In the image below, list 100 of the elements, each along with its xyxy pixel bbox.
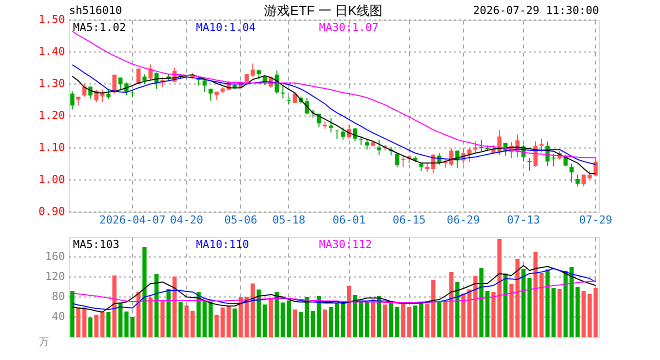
text: MA10:1.04	[196, 21, 256, 34]
bar	[455, 282, 460, 337]
bar	[286, 300, 291, 337]
bar	[521, 269, 526, 337]
bar	[178, 302, 183, 337]
bar	[533, 252, 538, 337]
x-tick-label: 07-29	[579, 214, 612, 226]
bar	[570, 267, 574, 337]
text: MA30:1.07	[319, 21, 379, 34]
bar	[364, 302, 370, 337]
bar	[274, 292, 279, 337]
text: MA5:103	[73, 238, 120, 251]
y-tick-label: 1.00	[38, 173, 65, 186]
bar	[515, 259, 520, 337]
y-tick-label: 1.40	[38, 45, 65, 58]
bar	[112, 276, 117, 337]
bar	[383, 304, 388, 337]
bar	[106, 312, 111, 337]
bar	[509, 284, 514, 337]
candlestick	[334, 129, 340, 140]
y-tick-label: 1.30	[38, 77, 65, 90]
y-tick-label: 80	[52, 290, 65, 303]
bar	[148, 298, 153, 337]
candlestick	[82, 82, 86, 98]
line-series	[72, 280, 596, 303]
y-tick-label: 120	[45, 270, 65, 283]
bar	[473, 276, 478, 337]
bar	[551, 288, 556, 337]
text: 2026-07-29 11:30:00	[473, 4, 599, 17]
bar	[334, 304, 340, 337]
bar	[172, 276, 177, 337]
y-tick-label: 1.10	[38, 141, 65, 154]
bar	[100, 312, 104, 337]
candlestick	[142, 74, 147, 84]
chart-title: 游戏ETF 一 日K线图	[264, 3, 383, 18]
y-tick-label: 1.50	[38, 13, 65, 26]
bar	[190, 311, 195, 337]
bar	[232, 308, 237, 337]
candlestick	[70, 90, 74, 110]
bar	[118, 302, 123, 337]
bar	[130, 317, 135, 337]
bar	[557, 289, 562, 337]
x-tick-label: 05-18	[272, 214, 306, 226]
candlestick	[570, 163, 574, 184]
bar	[479, 268, 484, 337]
candlestick	[395, 152, 400, 168]
bar	[142, 247, 147, 337]
candlestick	[202, 77, 207, 92]
bar	[539, 273, 544, 337]
bar	[437, 302, 442, 337]
candlestick	[551, 153, 556, 167]
bar	[88, 318, 92, 337]
text: MA10:110	[196, 238, 249, 251]
candlestick	[479, 139, 484, 152]
bar	[467, 290, 472, 337]
bar	[503, 274, 508, 337]
candlestick	[118, 77, 123, 90]
candlestick	[256, 69, 261, 80]
bar	[545, 270, 550, 337]
candlestick	[401, 154, 406, 168]
y-axis-title: 万	[39, 337, 49, 348]
bar	[461, 294, 466, 337]
bar	[322, 310, 328, 337]
bar	[564, 271, 568, 337]
x-tick-label: 06-29	[446, 214, 480, 226]
y-tick-label: 40	[52, 310, 65, 323]
bar	[184, 306, 189, 337]
bar	[371, 300, 376, 337]
x-tick-label: 07-13	[506, 214, 540, 226]
bar	[94, 315, 98, 337]
bar	[527, 278, 532, 337]
candlestick	[364, 139, 370, 150]
bar	[280, 302, 285, 337]
bar	[576, 287, 580, 337]
bar	[154, 274, 159, 337]
x-tick-label: 05-06	[224, 214, 258, 226]
x-tick-label: 06-01	[332, 214, 366, 226]
bar	[358, 302, 364, 337]
bar	[166, 289, 171, 337]
bar	[292, 310, 297, 337]
bar	[70, 291, 74, 337]
candlestick	[106, 88, 111, 100]
text: MA30:112	[319, 238, 372, 251]
candlestick	[576, 174, 580, 187]
bar	[268, 298, 273, 337]
bar	[124, 312, 129, 337]
candlestick	[340, 127, 346, 140]
bar	[310, 311, 316, 337]
bar	[298, 312, 304, 337]
text: sh516010	[69, 4, 122, 17]
text: MA5:1.02	[73, 21, 126, 34]
y-tick-label: 160	[45, 250, 65, 263]
x-tick-label: 06-15	[392, 214, 426, 226]
y-tick-label: 0.90	[38, 205, 65, 218]
y-tick-label: 1.20	[38, 109, 65, 122]
candlestick	[539, 138, 544, 153]
bar	[485, 291, 490, 337]
bar	[346, 286, 352, 337]
bar	[497, 239, 502, 337]
bar	[328, 307, 334, 337]
